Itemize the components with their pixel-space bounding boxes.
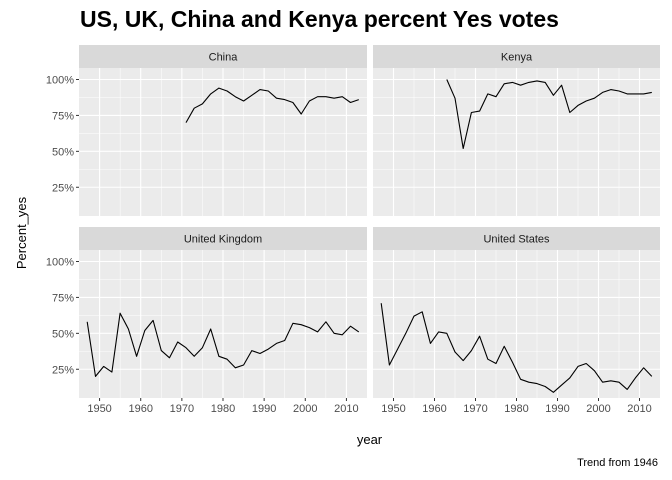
x-tick-label: 1990 <box>252 403 276 415</box>
y-tick-label: 100% <box>46 74 74 86</box>
x-tick-label: 2000 <box>293 403 317 415</box>
x-tick-label: 1990 <box>545 403 569 415</box>
x-tick-label: 1950 <box>87 403 111 415</box>
x-tick-label: 2010 <box>627 403 651 415</box>
chart-title: US, UK, China and Kenya percent Yes vote… <box>80 6 559 32</box>
y-tick-label: 50% <box>52 146 74 158</box>
x-tick-label: 1970 <box>463 403 487 415</box>
y-tick-label: 25% <box>52 182 74 194</box>
chart-caption: Trend from 1946 <box>577 457 658 469</box>
x-tick-label: 1960 <box>422 403 446 415</box>
facet-strip-china <box>79 45 367 68</box>
y-tick-label: 25% <box>52 364 74 376</box>
y-tick-label: 100% <box>46 256 74 268</box>
x-tick-label: 1980 <box>504 403 528 415</box>
x-tick-label: 1950 <box>381 403 405 415</box>
x-tick-label: 1970 <box>170 403 194 415</box>
y-tick-label: 50% <box>52 328 74 340</box>
x-tick-label: 1960 <box>128 403 152 415</box>
facet-strip-kenya <box>373 45 660 68</box>
x-tick-label: 1980 <box>211 403 235 415</box>
x-tick-label: 2000 <box>586 403 610 415</box>
series-line-united-kingdom <box>86 312 360 377</box>
series-line-united-states <box>380 303 653 393</box>
facet-label-united-kingdom: United Kingdom <box>184 234 262 246</box>
y-tick-label: 75% <box>52 110 74 122</box>
x-axis-title: year <box>357 432 383 447</box>
facet-label-china: China <box>209 52 239 64</box>
facet-label-united-states: United States <box>483 234 550 246</box>
facet-strip-united-states <box>373 227 660 250</box>
y-tick-label: 75% <box>52 292 74 304</box>
facet-label-kenya: Kenya <box>501 52 533 64</box>
y-axis-title: Percent_yes <box>14 196 29 269</box>
series-line-kenya <box>446 79 652 150</box>
series-line-china <box>185 87 359 123</box>
facet-strip-united-kingdom <box>79 227 367 250</box>
x-tick-label: 2010 <box>334 403 358 415</box>
